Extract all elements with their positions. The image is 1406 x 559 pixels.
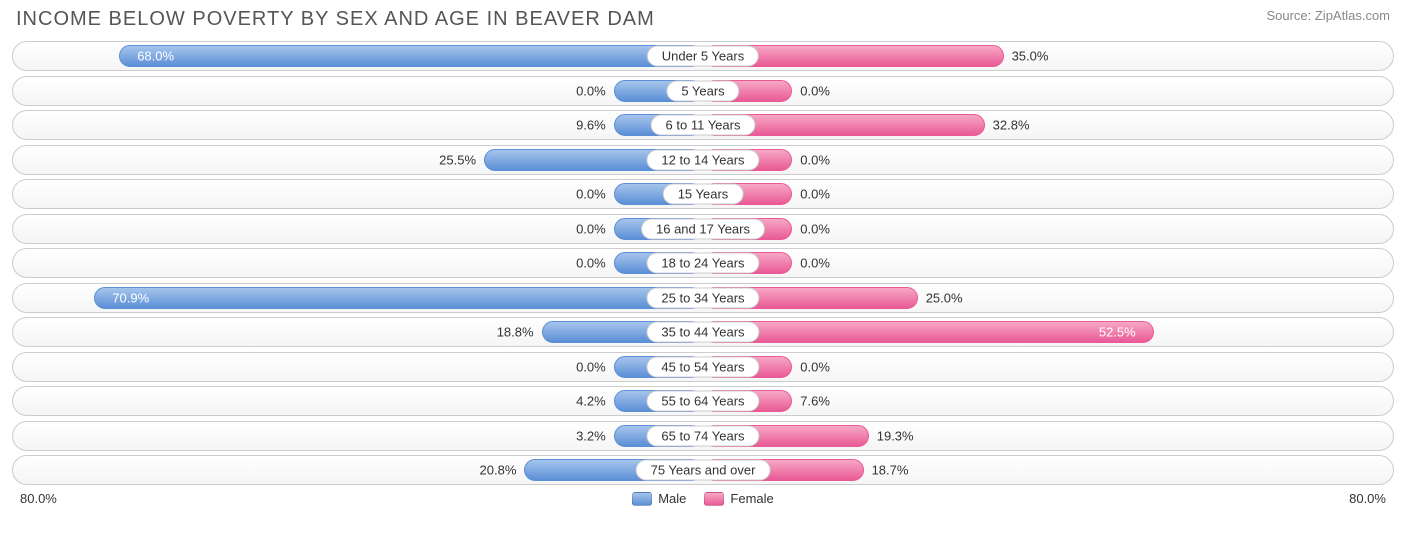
male-value-label: 0.0%: [576, 256, 606, 271]
category-label: 6 to 11 Years: [651, 115, 756, 136]
female-value-label: 25.0%: [926, 290, 963, 305]
legend-male: Male: [632, 491, 686, 506]
bar-row: 20.8% 18.7% 75 Years and over: [12, 455, 1394, 485]
footer: 80.0% Male Female 80.0%: [12, 491, 1394, 506]
male-value-label: 18.8%: [497, 325, 534, 340]
bar-row: 0.0% 0.0% 18 to 24 Years: [12, 248, 1394, 278]
male-half: 0.0%: [16, 218, 703, 240]
bar-row: 0.0% 0.0% 15 Years: [12, 179, 1394, 209]
male-half: 9.6%: [16, 114, 703, 136]
legend-female: Female: [704, 491, 773, 506]
category-label: 65 to 74 Years: [646, 425, 759, 446]
female-half: 52.5%: [703, 321, 1390, 343]
female-value-label: 0.0%: [800, 187, 830, 202]
female-value-label: 0.0%: [800, 221, 830, 236]
bar-row: 68.0% 35.0% Under 5 Years: [12, 41, 1394, 71]
female-value-label: 18.7%: [872, 463, 909, 478]
category-label: 55 to 64 Years: [646, 391, 759, 412]
male-half: 70.9%: [16, 287, 703, 309]
male-value-label: 25.5%: [439, 152, 476, 167]
female-value-label: 0.0%: [800, 152, 830, 167]
male-half: 3.2%: [16, 425, 703, 447]
female-value-label: 52.5%: [1099, 325, 1136, 340]
category-label: 18 to 24 Years: [646, 253, 759, 274]
female-value-label: 0.0%: [800, 83, 830, 98]
female-value-label: 35.0%: [1012, 49, 1049, 64]
male-half: 4.2%: [16, 390, 703, 412]
male-half: 68.0%: [16, 45, 703, 67]
female-bar: [703, 321, 1154, 343]
bar-row: 4.2% 7.6% 55 to 64 Years: [12, 386, 1394, 416]
male-half: 0.0%: [16, 252, 703, 274]
female-half: 0.0%: [703, 149, 1390, 171]
male-value-label: 20.8%: [480, 463, 517, 478]
axis-cap-right: 80.0%: [1349, 491, 1386, 506]
bar-row: 25.5% 0.0% 12 to 14 Years: [12, 145, 1394, 175]
category-label: 5 Years: [666, 80, 739, 101]
male-value-label: 3.2%: [576, 428, 606, 443]
swatch-female-icon: [704, 492, 724, 506]
chart-area: 68.0% 35.0% Under 5 Years 0.0% 0.0% 5 Years 9.…: [12, 41, 1394, 485]
male-value-label: 0.0%: [576, 83, 606, 98]
male-bar: [119, 45, 703, 67]
category-label: 12 to 14 Years: [646, 149, 759, 170]
female-value-label: 7.6%: [800, 394, 830, 409]
female-half: 7.6%: [703, 390, 1390, 412]
category-label: 25 to 34 Years: [646, 287, 759, 308]
female-value-label: 19.3%: [877, 428, 914, 443]
category-label: 15 Years: [663, 184, 744, 205]
male-value-label: 70.9%: [112, 290, 149, 305]
male-value-label: 0.0%: [576, 359, 606, 374]
male-half: 0.0%: [16, 183, 703, 205]
female-half: 32.8%: [703, 114, 1390, 136]
male-bar: [94, 287, 703, 309]
category-label: Under 5 Years: [647, 46, 759, 67]
male-half: 25.5%: [16, 149, 703, 171]
male-half: 20.8%: [16, 459, 703, 481]
bar-row: 9.6% 32.8% 6 to 11 Years: [12, 110, 1394, 140]
female-value-label: 0.0%: [800, 256, 830, 271]
swatch-male-icon: [632, 492, 652, 506]
chart-title: INCOME BELOW POVERTY BY SEX AND AGE IN B…: [16, 8, 655, 31]
legend: Male Female: [632, 491, 774, 506]
female-half: 0.0%: [703, 218, 1390, 240]
chart-container: INCOME BELOW POVERTY BY SEX AND AGE IN B…: [0, 0, 1406, 559]
axis-cap-left: 80.0%: [20, 491, 57, 506]
bar-row: 70.9% 25.0% 25 to 34 Years: [12, 283, 1394, 313]
legend-female-label: Female: [730, 491, 773, 506]
bar-row: 0.0% 0.0% 16 and 17 Years: [12, 214, 1394, 244]
female-half: 0.0%: [703, 252, 1390, 274]
female-half: 18.7%: [703, 459, 1390, 481]
bar-row: 3.2% 19.3% 65 to 74 Years: [12, 421, 1394, 451]
male-value-label: 4.2%: [576, 394, 606, 409]
male-half: 0.0%: [16, 356, 703, 378]
female-half: 35.0%: [703, 45, 1390, 67]
bar-row: 18.8% 52.5% 35 to 44 Years: [12, 317, 1394, 347]
male-value-label: 0.0%: [576, 221, 606, 236]
female-value-label: 32.8%: [993, 118, 1030, 133]
female-value-label: 0.0%: [800, 359, 830, 374]
male-half: 18.8%: [16, 321, 703, 343]
female-half: 25.0%: [703, 287, 1390, 309]
bar-row: 0.0% 0.0% 45 to 54 Years: [12, 352, 1394, 382]
male-value-label: 0.0%: [576, 187, 606, 202]
bar-row: 0.0% 0.0% 5 Years: [12, 76, 1394, 106]
category-label: 75 Years and over: [636, 460, 771, 481]
female-half: 0.0%: [703, 80, 1390, 102]
legend-male-label: Male: [658, 491, 686, 506]
male-value-label: 9.6%: [576, 118, 606, 133]
category-label: 16 and 17 Years: [641, 218, 765, 239]
female-half: 0.0%: [703, 356, 1390, 378]
female-half: 0.0%: [703, 183, 1390, 205]
male-half: 0.0%: [16, 80, 703, 102]
category-label: 35 to 44 Years: [646, 322, 759, 343]
header: INCOME BELOW POVERTY BY SEX AND AGE IN B…: [12, 8, 1394, 31]
male-value-label: 68.0%: [137, 49, 174, 64]
source-label: Source: ZipAtlas.com: [1266, 8, 1390, 23]
female-half: 19.3%: [703, 425, 1390, 447]
category-label: 45 to 54 Years: [646, 356, 759, 377]
